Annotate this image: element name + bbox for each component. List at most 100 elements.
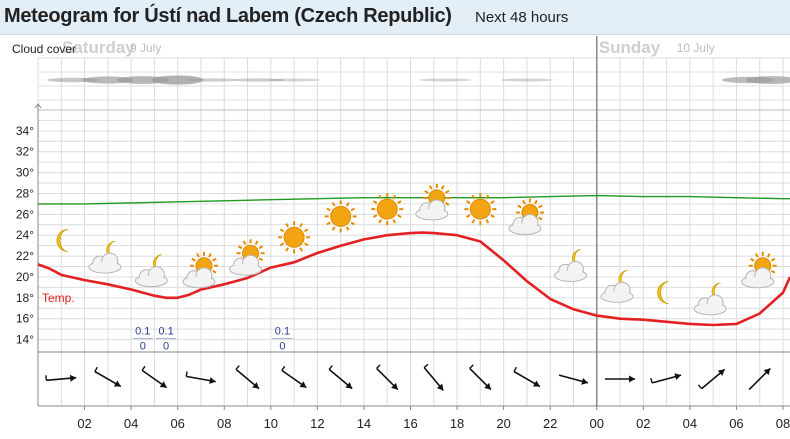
sun-ray: [345, 202, 350, 207]
x-tick-label: 12: [310, 416, 324, 431]
cloud-fill: [89, 262, 120, 273]
wind-barb: [469, 364, 474, 369]
sun-ray: [258, 257, 264, 262]
wind-arrowhead: [629, 375, 636, 383]
cloud-cover-label: Cloud cover: [12, 42, 76, 56]
moon-icon: [56, 229, 68, 252]
wind-barb: [697, 384, 703, 390]
wind-arrow: [697, 368, 726, 390]
wind-arrow: [235, 365, 260, 390]
sun-ray: [212, 269, 217, 274]
wind-arrowhead: [69, 374, 77, 382]
sun-ray: [299, 222, 303, 228]
x-tick-label: 16: [403, 416, 417, 431]
x-tick-label: 20: [496, 416, 510, 431]
cloud-cover-shape: [268, 78, 321, 82]
sun-ray: [299, 247, 303, 252]
cloud-shape: [693, 294, 727, 316]
sun-ray: [326, 207, 331, 212]
wind-barb: [376, 364, 381, 369]
cloud-shape: [229, 254, 263, 276]
x-tick-label: 08: [217, 416, 231, 431]
sun-ray: [444, 190, 450, 194]
x-tick-label: 04: [124, 416, 138, 431]
sun-ray: [331, 226, 336, 231]
precip-upper-label: 0.1: [275, 325, 290, 337]
y-tick-label: 16°: [16, 312, 34, 326]
cloud-fill: [555, 270, 586, 281]
wind-arrow: [423, 363, 445, 392]
sun-icon: [324, 200, 357, 233]
sun-ray: [465, 200, 471, 204]
wind-barb: [513, 366, 518, 372]
y-tick-label: 30°: [16, 166, 34, 180]
moon-cloud-icon: [553, 249, 587, 282]
cloud-fill: [742, 276, 773, 287]
cloud-fill: [136, 275, 167, 286]
sun-ray: [191, 257, 196, 262]
sun-ray: [237, 245, 243, 250]
sun-ray: [471, 219, 476, 224]
cloud-fill: [695, 303, 726, 314]
wind-arrowhead: [581, 377, 588, 385]
wind-arrowhead: [436, 383, 444, 391]
wind-arrow: [185, 371, 216, 385]
x-tick-label: 18: [450, 416, 464, 431]
x-tick-label: 10: [264, 416, 278, 431]
sun-cloud-icon: [415, 183, 451, 221]
sun-rays: [371, 193, 404, 226]
sun-ray: [534, 199, 538, 205]
x-tick-label: 04: [683, 416, 697, 431]
wind-barb: [94, 366, 98, 372]
precip-upper-label: 0.1: [135, 325, 150, 337]
sun-cloud-icon: [182, 251, 218, 289]
y-tick-label: 20°: [16, 270, 34, 284]
sun-ray: [766, 253, 771, 258]
x-tick-label: 00: [590, 416, 604, 431]
wind-arrow: [605, 375, 636, 383]
sun-ray: [444, 202, 450, 206]
sun-ray: [350, 221, 356, 226]
sun-ray: [471, 194, 476, 200]
sun-ray: [254, 240, 259, 246]
wind-arrowhead: [299, 381, 307, 388]
wind-arrowhead: [763, 368, 771, 376]
sun-rays: [278, 221, 311, 254]
sun-disc: [283, 226, 305, 248]
moon-cloud-icon: [600, 270, 634, 303]
green-series-line: [38, 194, 790, 205]
y-tick-label: 28°: [16, 186, 34, 200]
sun-ray: [440, 185, 445, 190]
cloud-cover-shape: [151, 75, 204, 85]
sun-part: [189, 251, 218, 280]
sun-ray: [345, 226, 350, 231]
sun-ray: [485, 194, 490, 200]
wind-arrowhead: [717, 369, 725, 376]
sun-ray: [424, 190, 429, 194]
wind-arrowhead: [391, 382, 398, 390]
y-tick-label: 34°: [16, 124, 34, 138]
sun-rays: [464, 193, 497, 226]
cloud-cover-shape: [419, 78, 472, 82]
x-tick-label: 08: [776, 416, 790, 431]
sun-ray: [279, 242, 285, 247]
wind-arrow: [650, 373, 682, 384]
moon-cloud-icon: [134, 254, 168, 288]
sun-ray: [490, 200, 495, 204]
cloud-shape: [88, 252, 122, 274]
y-tick-label: 18°: [16, 291, 34, 305]
page-subtitle: Next 48 hours: [475, 9, 569, 26]
wind-arrow: [513, 366, 541, 388]
sun-ray: [242, 240, 247, 246]
y-tick-label: 22°: [16, 249, 34, 263]
sun-ray: [372, 214, 378, 218]
y-tick-label: 24°: [16, 228, 34, 242]
wind-barb: [650, 377, 653, 384]
sun-ray: [538, 216, 543, 221]
sun-ray: [378, 219, 383, 224]
sun-ray: [522, 199, 526, 205]
wind-arrowhead: [209, 377, 216, 385]
sun-ray: [326, 221, 331, 226]
wind-arrowhead: [674, 373, 682, 381]
